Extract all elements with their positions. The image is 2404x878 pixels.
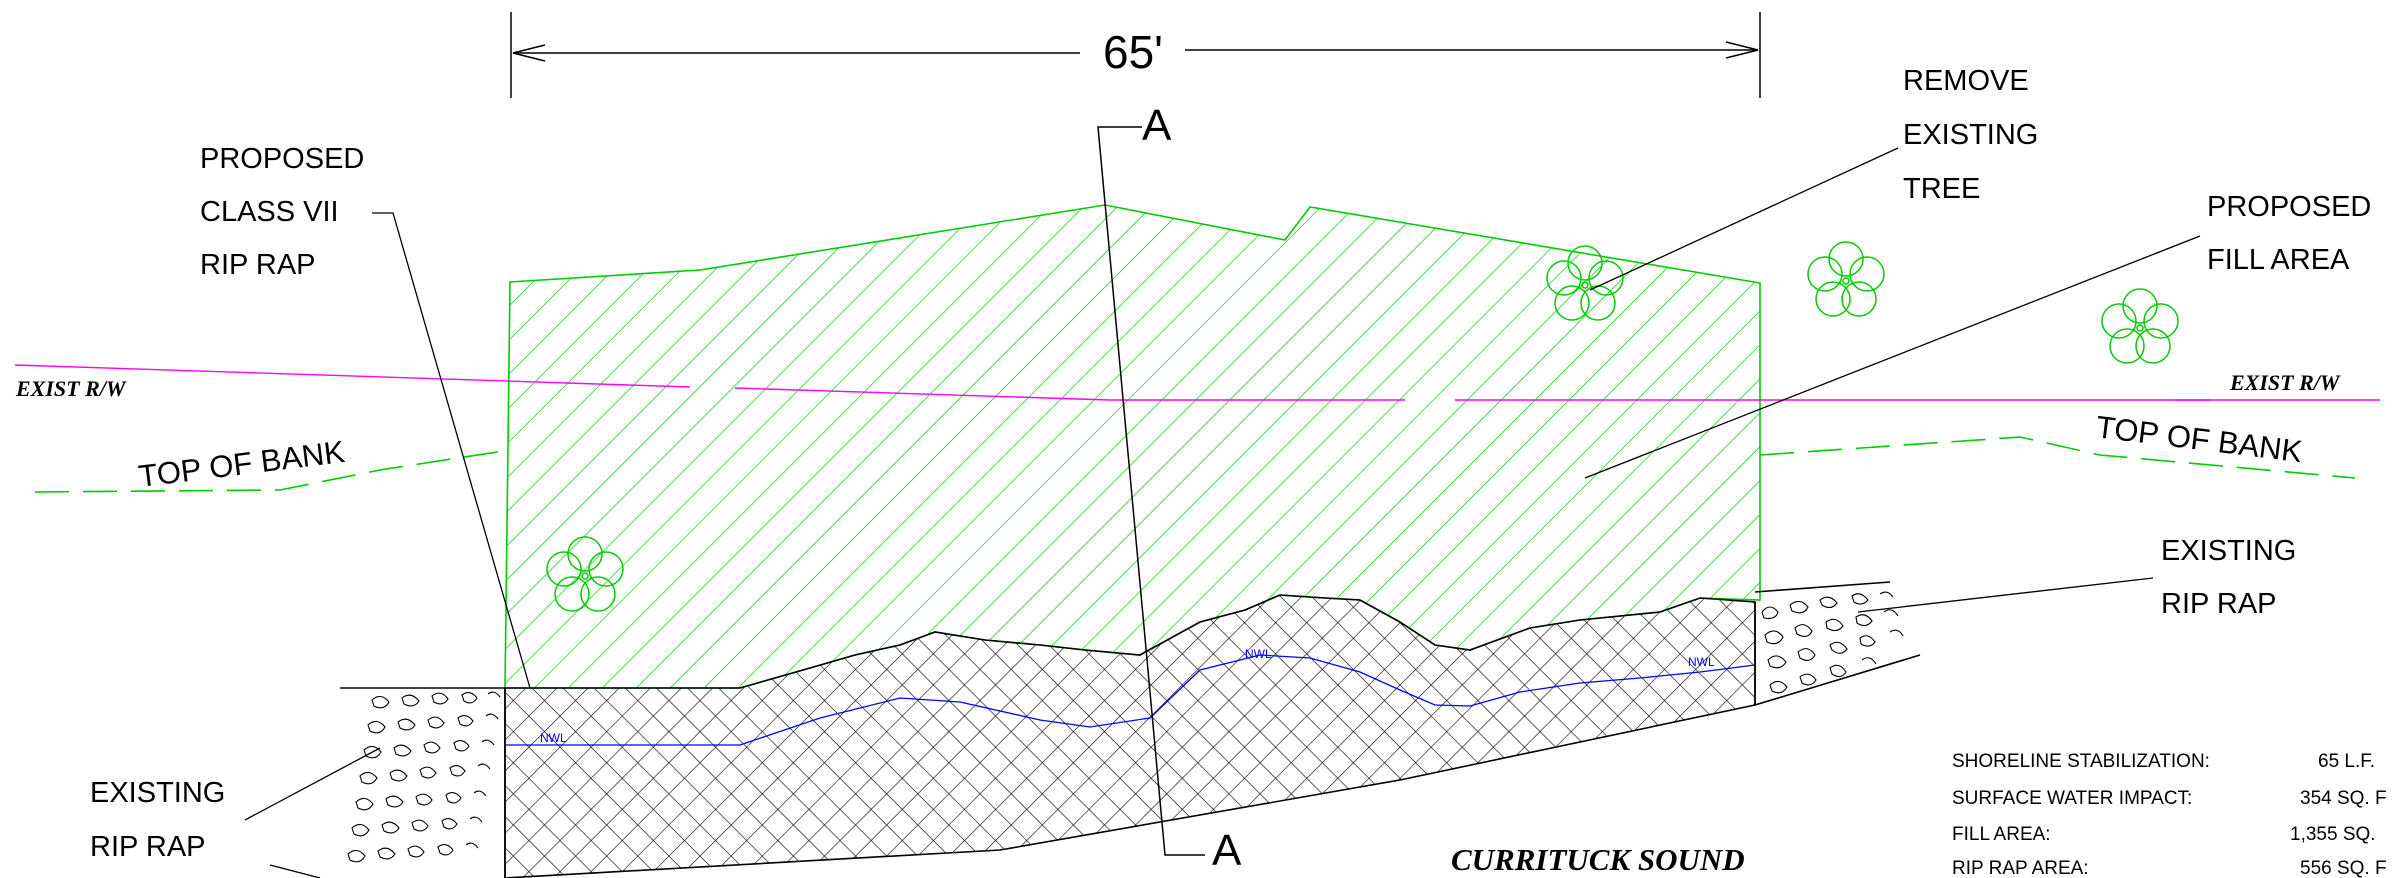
section-mark-bottom: A	[1212, 826, 1242, 875]
proposed-fill-area	[504, 204, 1761, 689]
dimension-line	[510, 12, 1761, 98]
svg-text:SURFACE WATER IMPACT:: SURFACE WATER IMPACT:	[1952, 788, 2192, 809]
svg-text:EXISTING: EXISTING	[2161, 535, 2296, 567]
section-cut-line	[1097, 126, 1205, 856]
svg-text:1,355 SQ.: 1,355 SQ.	[2290, 824, 2376, 845]
label-proposed-riprap: PROPOSED CLASS VII RIP RAP	[200, 143, 364, 281]
svg-text:REMOVE: REMOVE	[1903, 65, 2029, 97]
svg-text:PROPOSED: PROPOSED	[2207, 191, 2371, 223]
top-of-bank-line	[34, 436, 2356, 493]
nwl-label-right: NWL	[1688, 655, 1715, 669]
exist-rw-label-left: EXIST R/W	[15, 376, 127, 401]
svg-text:EXISTING: EXISTING	[90, 777, 225, 809]
svg-text:SHORELINE STABILIZATION:: SHORELINE STABILIZATION:	[1952, 751, 2210, 772]
label-proposed-fill-area: PROPOSED FILL AREA	[2207, 191, 2371, 276]
tree-symbols	[546, 241, 2179, 612]
label-remove-existing-tree: REMOVE EXISTING TREE	[1903, 65, 2038, 205]
exist-rw-label-right: EXIST R/W	[2229, 370, 2341, 395]
shoreline-lines	[340, 581, 1921, 878]
svg-text:EXISTING: EXISTING	[1903, 119, 2038, 151]
normal-water-line	[505, 654, 1756, 746]
existing-tree	[546, 536, 624, 612]
svg-text:TREE: TREE	[1903, 173, 1980, 205]
water-body-label: CURRITUCK SOUND	[1451, 842, 1745, 877]
summary-row: SHORELINE STABILIZATION: 65 L.F.	[1952, 751, 2375, 772]
top-of-bank-label-right: TOP OF BANK	[2094, 409, 2304, 469]
dimension-label: 65'	[1103, 26, 1163, 78]
summary-table: SHORELINE STABILIZATION: 65 L.F. SURFACE…	[1952, 751, 2387, 878]
summary-row: RIP RAP AREA: 556 SQ. F	[1952, 858, 2387, 878]
existing-riprap-right	[1761, 591, 1904, 694]
right-of-way-line	[14, 364, 2380, 401]
svg-text:FILL AREA: FILL AREA	[2207, 244, 2350, 276]
svg-text:FILL AREA:: FILL AREA:	[1952, 824, 2051, 845]
label-existing-riprap-right: EXISTING RIP RAP	[2161, 535, 2296, 620]
svg-text:65 L.F.: 65 L.F.	[2318, 751, 2375, 772]
svg-text:PROPOSED: PROPOSED	[200, 143, 364, 175]
svg-text:RIP RAP: RIP RAP	[90, 831, 206, 863]
top-of-bank-label-left: TOP OF BANK	[137, 434, 347, 494]
existing-riprap-left	[347, 691, 501, 863]
leader-lines	[244, 147, 2201, 878]
svg-text:RIP RAP: RIP RAP	[2161, 588, 2277, 620]
existing-tree	[1807, 241, 1885, 317]
svg-text:354 SQ. F: 354 SQ. F	[2300, 788, 2387, 809]
svg-text:RIP RAP AREA:: RIP RAP AREA:	[1952, 858, 2089, 878]
existing-tree	[2101, 288, 2179, 364]
section-mark-top: A	[1142, 101, 1172, 150]
label-existing-riprap-left: EXISTING RIP RAP	[90, 777, 225, 863]
summary-row: SURFACE WATER IMPACT: 354 SQ. F	[1952, 788, 2387, 809]
nwl-label-left: NWL	[540, 731, 567, 745]
svg-text:RIP RAP: RIP RAP	[200, 249, 316, 281]
nwl-label-middle: NWL	[1245, 647, 1272, 661]
summary-row: FILL AREA: 1,355 SQ.	[1952, 824, 2376, 845]
svg-text:CLASS VII: CLASS VII	[200, 196, 339, 228]
svg-text:556 SQ. F: 556 SQ. F	[2300, 858, 2387, 878]
